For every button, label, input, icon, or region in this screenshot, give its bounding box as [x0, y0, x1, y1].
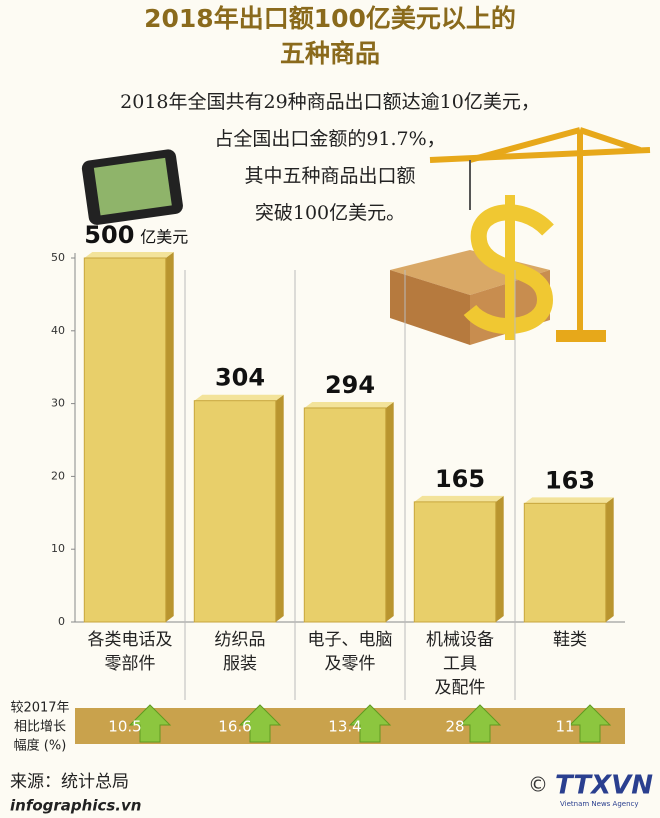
growth-label: 幅度 (%)	[14, 738, 67, 754]
x-tick-label: 各类电话及	[88, 630, 173, 650]
subtitle: 其中五种商品出口额	[244, 165, 415, 187]
x-tick-label: 服装	[223, 654, 257, 674]
bar	[303, 407, 387, 623]
growth-arrow	[128, 704, 172, 743]
copyright: ©	[528, 773, 548, 797]
growth-value: 16.6	[218, 718, 251, 736]
x-tick-label: 零部件	[105, 654, 156, 674]
x-tick-label: 纺织品	[215, 630, 266, 650]
y-tick-label: 30	[51, 397, 65, 410]
growth-band	[75, 708, 625, 744]
growth-value: 28	[445, 718, 464, 736]
y-tick-label: 10	[51, 542, 65, 555]
growth-value: 13.4	[328, 718, 361, 736]
subtitle: 突破100亿美元。	[255, 202, 405, 224]
growth-arrow	[568, 704, 612, 743]
bar-top	[84, 252, 174, 258]
bar	[83, 257, 167, 623]
bar-top	[304, 401, 394, 408]
x-tick-label: 及配件	[435, 678, 486, 698]
y-tick-label: 40	[51, 324, 65, 337]
crane-icon	[429, 127, 651, 342]
x-tick-label: 工具	[443, 654, 477, 674]
growth-label: 较2017年	[10, 701, 69, 716]
x-tick-label: 及零件	[325, 654, 376, 674]
bar-side	[275, 394, 284, 622]
bar-top	[194, 394, 284, 401]
value-label: 500	[84, 221, 134, 249]
growth-value: 10.5	[108, 718, 141, 736]
y-tick-label: 0	[58, 615, 65, 628]
x-tick-label: 电子、电脑	[308, 630, 393, 650]
chart-title: 2018年出口额100亿美元以上的	[144, 4, 516, 33]
subtitle: 占全国出口金额的91.7%，	[214, 128, 445, 150]
growth-arrow	[348, 704, 392, 743]
x-tick-label: 机械设备	[426, 630, 494, 650]
bar-top	[414, 495, 504, 502]
growth-arrow	[238, 704, 282, 743]
bar-side	[605, 497, 614, 622]
y-tick-label: 20	[51, 469, 65, 482]
bar	[413, 501, 497, 623]
site: infographics.vn	[10, 797, 141, 815]
bar	[193, 400, 277, 623]
value-unit: 亿美元	[140, 228, 188, 247]
dollar-icon	[463, 195, 554, 340]
agency-name: Vietnam News Agency	[560, 800, 639, 808]
growth-arrow	[458, 704, 502, 743]
growth-label: 相比增长	[14, 720, 66, 735]
value-label: 304	[215, 364, 265, 392]
value-label: 163	[545, 466, 595, 494]
bar	[523, 502, 607, 623]
y-tick-label: 50	[51, 251, 65, 264]
bar-top	[524, 497, 614, 504]
value-label: 294	[325, 371, 375, 399]
source: 来源：统计总局	[10, 772, 129, 792]
agency-logo: TTXVN	[555, 771, 653, 801]
chart-title: 五种商品	[280, 39, 380, 68]
x-tick-label: 鞋类	[553, 630, 587, 650]
bar-side	[165, 252, 174, 622]
bar-side	[495, 495, 504, 622]
value-label: 165	[435, 465, 485, 493]
bar-side	[385, 401, 394, 622]
subtitle: 2018年全国共有29种商品出口额达逾10亿美元，	[120, 91, 540, 113]
growth-value: 11	[555, 718, 574, 736]
phone-icon	[81, 149, 183, 225]
